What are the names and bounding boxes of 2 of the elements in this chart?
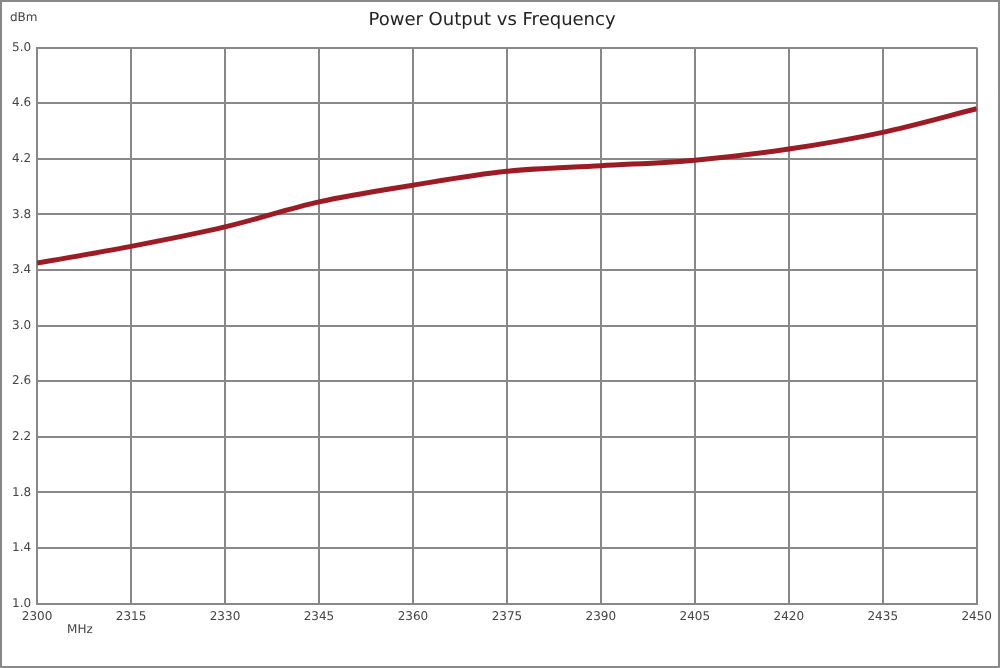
line-series <box>37 106 977 266</box>
chart-title: Power Output vs Frequency <box>368 11 617 32</box>
